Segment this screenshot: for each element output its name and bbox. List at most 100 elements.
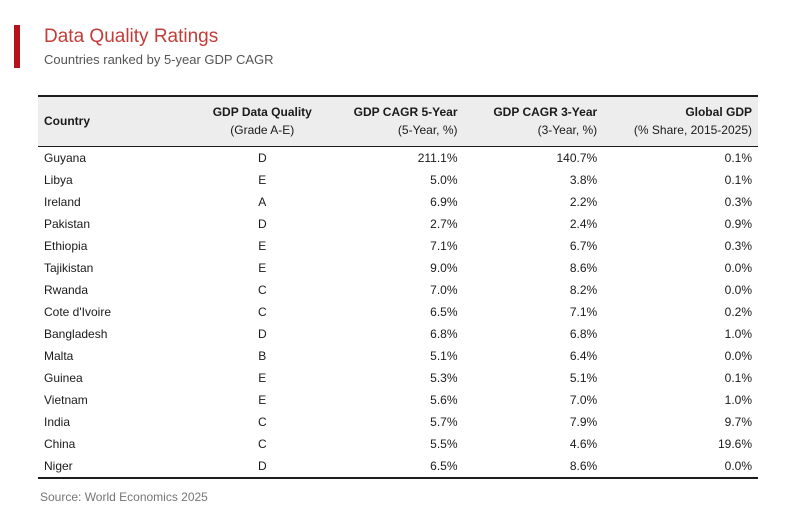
column-label: GDP CAGR 3-Year xyxy=(493,105,598,120)
cell-global-gdp-share: 0.3% xyxy=(724,194,752,209)
cell-cagr-5yr: 9.0% xyxy=(430,260,458,275)
table-row: Guyana D 211.1% 140.7% 0.1% xyxy=(38,146,758,169)
cell-global-gdp-share: 9.7% xyxy=(724,414,752,429)
source-note: Source: World Economics 2025 xyxy=(40,490,208,504)
table-row: Vietnam E 5.6% 7.0% 1.0% xyxy=(38,389,758,411)
cell-cagr-5yr: 5.1% xyxy=(430,348,458,363)
cell-cagr-5yr: 6.5% xyxy=(430,304,458,319)
cell-grade: E xyxy=(258,392,267,407)
cell-country: Tajikistan xyxy=(44,260,94,275)
column-header-gdp-cagr-3-year: GDP CAGR 3-Year (3-Year, %) xyxy=(463,96,604,147)
cell-country: Libya xyxy=(44,172,73,187)
column-label: GDP Data Quality xyxy=(212,105,312,120)
cell-global-gdp-share: 1.0% xyxy=(724,326,752,341)
column-sublabel: (Grade A-E) xyxy=(230,123,295,138)
cell-country: Rwanda xyxy=(44,282,89,297)
data-quality-table: Country GDP Data Quality (Grade A-E) GDP CA… xyxy=(38,95,758,479)
cell-country: Pakistan xyxy=(44,216,91,231)
column-label: Global GDP xyxy=(685,105,752,120)
cell-cagr-3yr: 2.2% xyxy=(569,194,598,209)
cell-grade: E xyxy=(258,370,267,385)
column-header-global-gdp: Global GDP (% Share, 2015-2025) xyxy=(603,96,758,147)
table-row: Bangladesh D 6.8% 6.8% 1.0% xyxy=(38,323,758,345)
cell-global-gdp-share: 1.0% xyxy=(724,392,752,407)
cell-global-gdp-share: 0.0% xyxy=(724,260,752,275)
table-row: Guinea E 5.3% 5.1% 0.1% xyxy=(38,367,758,389)
page-title: Data Quality Ratings xyxy=(44,26,219,47)
cell-cagr-3yr: 2.4% xyxy=(569,216,598,231)
column-header-gdp-cagr-5-year: GDP CAGR 5-Year (5-Year, %) xyxy=(339,96,464,147)
cell-cagr-3yr: 7.1% xyxy=(569,304,598,319)
page-subtitle: Countries ranked by 5-year GDP CAGR xyxy=(44,52,274,67)
cell-grade: D xyxy=(257,458,267,473)
cell-grade: E xyxy=(258,238,267,253)
cell-cagr-3yr: 4.6% xyxy=(569,436,598,451)
column-sublabel: (5-Year, %) xyxy=(397,123,458,138)
column-sublabel: (% Share, 2015-2025) xyxy=(633,123,752,138)
cell-cagr-3yr: 8.6% xyxy=(569,260,598,275)
cell-grade: C xyxy=(257,282,267,297)
column-header-country: Country xyxy=(38,96,185,147)
cell-cagr-5yr: 5.5% xyxy=(430,436,458,451)
cell-cagr-5yr: 6.9% xyxy=(430,194,458,209)
cell-grade: D xyxy=(257,326,267,341)
column-header-gdp-data-quality: GDP Data Quality (Grade A-E) xyxy=(184,96,340,147)
cell-cagr-5yr: 2.7% xyxy=(430,216,458,231)
cell-country: India xyxy=(44,414,71,429)
cell-country: China xyxy=(44,436,76,451)
cell-global-gdp-share: 0.3% xyxy=(724,238,752,253)
cell-cagr-3yr: 7.9% xyxy=(569,414,598,429)
table-row: Libya E 5.0% 3.8% 0.1% xyxy=(38,169,758,191)
cell-grade: A xyxy=(258,194,267,209)
cell-grade: D xyxy=(257,216,267,231)
cell-country: Cote d'Ivoire xyxy=(44,304,111,319)
cell-cagr-3yr: 140.7% xyxy=(556,150,598,165)
page-header: Data Quality Ratings Countries ranked by… xyxy=(14,25,274,68)
cell-cagr-5yr: 6.8% xyxy=(430,326,458,341)
cell-country: Ethiopia xyxy=(44,238,88,253)
cell-grade: B xyxy=(258,348,267,363)
header-text: Data Quality Ratings Countries ranked by… xyxy=(44,25,274,68)
cell-grade: E xyxy=(258,260,267,275)
cell-cagr-3yr: 8.2% xyxy=(569,282,598,297)
cell-grade: D xyxy=(257,150,267,165)
table-row: Ethiopia E 7.1% 6.7% 0.3% xyxy=(38,235,758,257)
cell-cagr-3yr: 6.4% xyxy=(569,348,598,363)
cell-country: Guyana xyxy=(44,150,87,165)
table-row: Rwanda C 7.0% 8.2% 0.0% xyxy=(38,279,758,301)
table-row: Cote d'Ivoire C 6.5% 7.1% 0.2% xyxy=(38,301,758,323)
cell-grade: C xyxy=(257,414,267,429)
table-row: India C 5.7% 7.9% 9.7% xyxy=(38,411,758,433)
cell-global-gdp-share: 0.9% xyxy=(724,216,752,231)
table-row: Tajikistan E 9.0% 8.6% 0.0% xyxy=(38,257,758,279)
column-label: Country xyxy=(44,114,90,129)
cell-global-gdp-share: 0.0% xyxy=(724,282,752,297)
cell-global-gdp-share: 0.2% xyxy=(724,304,752,319)
cell-country: Bangladesh xyxy=(44,326,108,341)
cell-grade: E xyxy=(258,172,267,187)
cell-grade: C xyxy=(257,436,267,451)
table-header-row: Country GDP Data Quality (Grade A-E) GDP CA… xyxy=(38,96,758,147)
cell-cagr-5yr: 7.1% xyxy=(430,238,458,253)
cell-country: Niger xyxy=(44,458,73,473)
table-body: Guyana D 211.1% 140.7% 0.1% Libya E 5.0% 3.8% 0.1… xyxy=(38,146,758,478)
cell-cagr-5yr: 211.1% xyxy=(417,150,458,165)
cell-cagr-5yr: 5.6% xyxy=(430,392,458,407)
column-sublabel: (3-Year, %) xyxy=(537,123,598,138)
cell-country: Vietnam xyxy=(44,392,88,407)
cell-cagr-3yr: 3.8% xyxy=(569,172,598,187)
cell-global-gdp-share: 0.1% xyxy=(724,150,752,165)
table-row: Niger D 6.5% 8.6% 0.0% xyxy=(38,455,758,478)
cell-global-gdp-share: 0.1% xyxy=(724,370,752,385)
cell-global-gdp-share: 19.6% xyxy=(717,436,752,451)
cell-grade: C xyxy=(257,304,267,319)
cell-global-gdp-share: 0.1% xyxy=(724,172,752,187)
cell-global-gdp-share: 0.0% xyxy=(724,348,752,363)
cell-cagr-3yr: 5.1% xyxy=(569,370,598,385)
table-row: Ireland A 6.9% 2.2% 0.3% xyxy=(38,191,758,213)
cell-cagr-3yr: 6.8% xyxy=(569,326,598,341)
accent-bar xyxy=(14,25,20,68)
table-row: Pakistan D 2.7% 2.4% 0.9% xyxy=(38,213,758,235)
cell-cagr-5yr: 7.0% xyxy=(430,282,458,297)
cell-cagr-5yr: 5.0% xyxy=(430,172,458,187)
